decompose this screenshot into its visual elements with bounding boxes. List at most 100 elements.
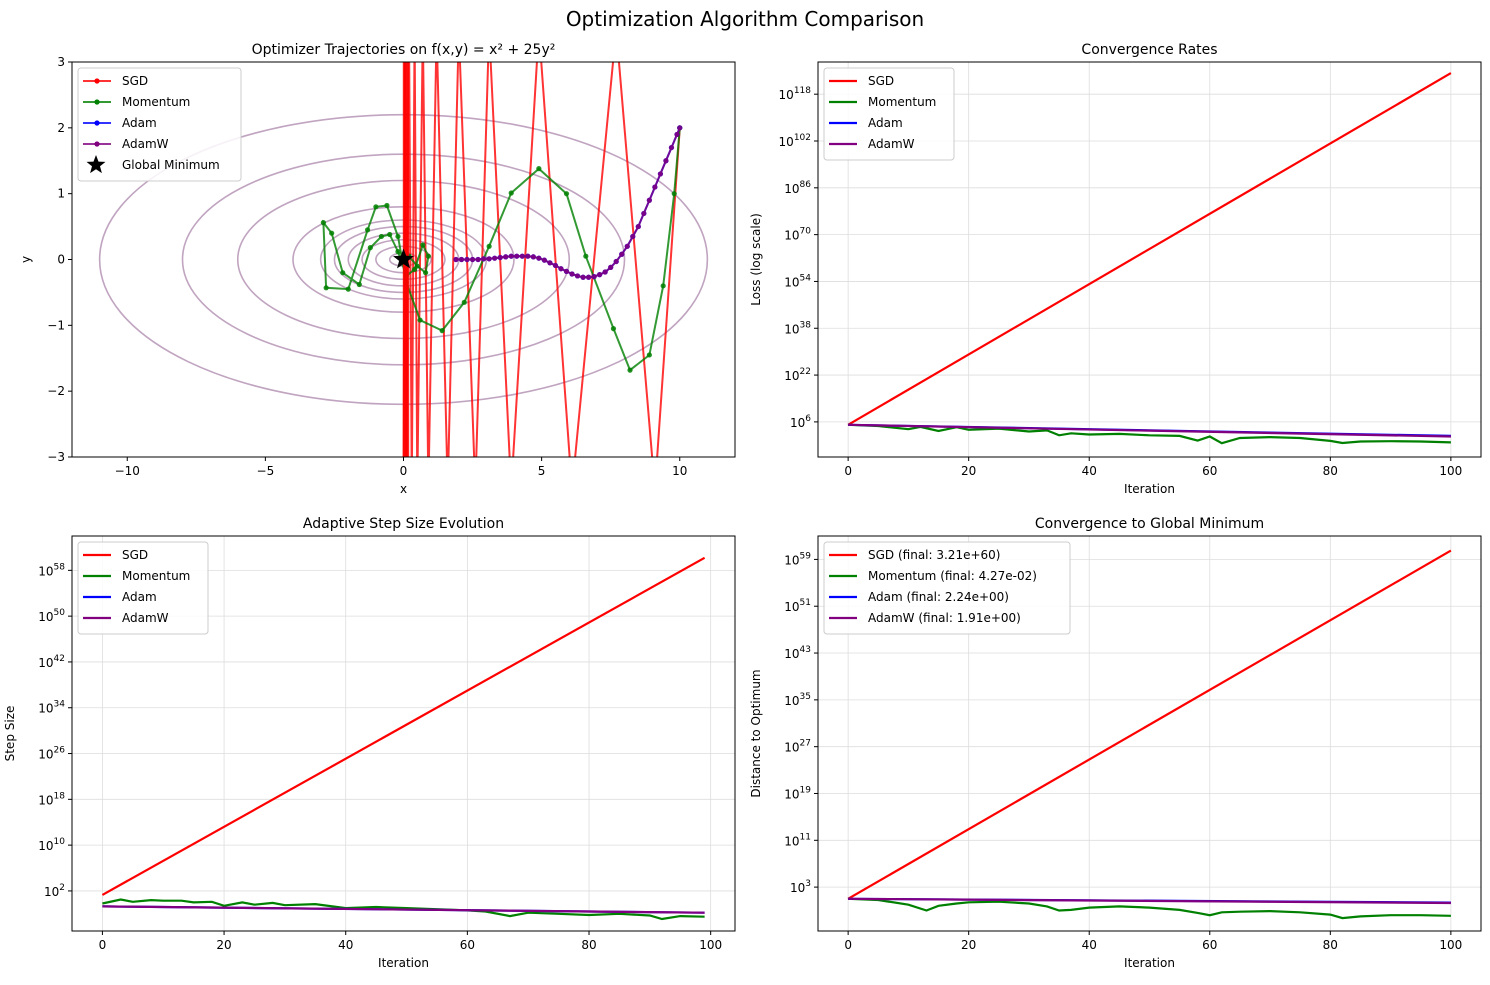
trajectory-point-momentum [508, 190, 514, 196]
y-axis-label: y [19, 256, 33, 263]
trajectory-point-momentum [414, 263, 420, 269]
trajectory-adam [456, 127, 681, 279]
trajectory-point-adamw [641, 210, 647, 217]
y-axis-label: Step Size [3, 706, 17, 762]
legend-label: Momentum [122, 569, 190, 583]
global-minimum-marker [393, 248, 414, 269]
trajectory-point-momentum [320, 220, 326, 226]
x-tick-label: 0 [844, 464, 852, 478]
y-tick-label: 10102 [779, 133, 811, 149]
x-tick-label: 0 [844, 938, 852, 952]
trajectory-point-adamw [486, 256, 492, 262]
y-tick-label: 1038 [784, 320, 811, 336]
series-line-adamw [848, 897, 1451, 905]
legend: SGD Momentum Adam AdamW [77, 541, 209, 635]
trajectory-point-adamw [646, 197, 652, 203]
y-tick-label: 1054 [784, 273, 811, 289]
x-tick-label: 10 [672, 464, 687, 478]
y-tick-label: 1050 [38, 608, 65, 624]
trajectory-point-adamw [624, 243, 630, 249]
x-tick-label: 0 [99, 938, 107, 952]
y-tick-label: 106 [790, 414, 811, 430]
x-axis-label: Iteration [1124, 956, 1175, 970]
series-line-adamw [102, 905, 705, 914]
y-tick-label: 1018 [38, 791, 65, 807]
y-tick-label: 1059 [784, 551, 811, 567]
legend-marker [94, 120, 100, 126]
y-tick-label: 1027 [784, 739, 811, 755]
legend: SGD Momentum Adam AdamW [823, 67, 955, 161]
legend-label: SGD (final: 3.21e+60) [868, 548, 1000, 562]
trajectory-point-adamw [514, 253, 520, 259]
y-axis-label: Loss (log scale) [749, 213, 763, 306]
y-tick-label: 1042 [38, 654, 65, 670]
trajectory-point-momentum [563, 191, 570, 197]
figure-title: Optimization Algorithm Comparison [566, 7, 924, 31]
y-tick-label: 10118 [779, 86, 812, 102]
trajectory-point-adamw [469, 256, 476, 263]
legend-star-icon [86, 155, 106, 174]
x-tick-label: 60 [460, 938, 475, 952]
trajectory-point-momentum [627, 367, 633, 373]
trajectory-point-adamw [508, 253, 514, 259]
trajectory-point-momentum [373, 204, 379, 210]
y-tick-label: 1 [57, 187, 65, 201]
trajectory-point-momentum [439, 328, 445, 334]
trajectory-point-adamw [563, 268, 570, 274]
x-tick-label: 80 [1323, 938, 1338, 952]
y-tick-label: 0 [57, 253, 65, 267]
legend-label: SGD [868, 74, 894, 88]
trajectory-point-momentum [423, 270, 429, 276]
x-tick-label: 0 [400, 464, 408, 478]
trajectory-point-adamw [475, 256, 481, 263]
x-axis-label: x [400, 482, 407, 496]
trajectory-point-adamw [536, 255, 542, 261]
legend: SGD Momentum Adam AdamW Global Minimum [77, 67, 242, 182]
trajectory-point-momentum [387, 231, 393, 238]
trajectory-point-momentum [340, 270, 346, 276]
trajectory-point-adamw [608, 264, 614, 270]
y-tick-label: 102 [44, 883, 65, 899]
trajectory-point-adamw [569, 271, 575, 277]
y-tick-label: 1034 [38, 700, 65, 716]
y-tick-label: 103 [790, 879, 811, 895]
legend-label: Adam (final: 2.24e+00) [868, 590, 1009, 604]
trajectory-point-adamw [458, 256, 465, 263]
trajectory-point-adamw [585, 274, 592, 280]
x-tick-label: 20 [961, 938, 976, 952]
legend-label: Momentum (final: 4.27e-02) [868, 569, 1037, 583]
trajectory-point-adamw [613, 258, 619, 265]
y-tick-label: 1022 [784, 367, 811, 383]
trajectory-point-momentum [420, 242, 426, 248]
trajectory-point-adamw [481, 256, 487, 262]
x-axis-label: Iteration [378, 956, 429, 970]
trajectory-point-adamw [580, 274, 586, 280]
trajectory-point-momentum [345, 286, 351, 292]
legend-marker [94, 141, 100, 147]
trajectory-point-adamw [674, 131, 680, 138]
x-tick-label: 40 [338, 938, 353, 952]
panel-title: Convergence to Global Minimum [1035, 516, 1264, 532]
x-tick-label: 80 [1323, 464, 1338, 478]
legend-marker [94, 78, 100, 84]
trajectory-point-momentum [417, 317, 423, 323]
legend-box [823, 67, 955, 161]
axes-frame [71, 535, 736, 932]
trajectory-point-momentum [364, 227, 371, 233]
trajectory-point-momentum [486, 243, 492, 249]
series-line-adamw [848, 423, 1451, 438]
series-line-momentum [848, 897, 1451, 920]
trajectory-point-adamw [497, 254, 503, 261]
trajectory-adamw [456, 127, 681, 279]
legend-box [77, 541, 209, 635]
x-tick-label: 100 [699, 938, 722, 952]
legend-label: SGD [122, 548, 148, 562]
trajectory-point-momentum [395, 249, 401, 255]
axes-frame [817, 61, 1482, 458]
distance-panel: 0 20 40 60 80 100 103 1011 1019 1027 1035 1043 1051 1… [749, 516, 1482, 970]
x-tick-label: 100 [1439, 938, 1462, 952]
trajectory-point-momentum [536, 166, 542, 172]
trajectory-point-adamw [552, 262, 559, 269]
y-tick-label: 1026 [38, 746, 65, 762]
